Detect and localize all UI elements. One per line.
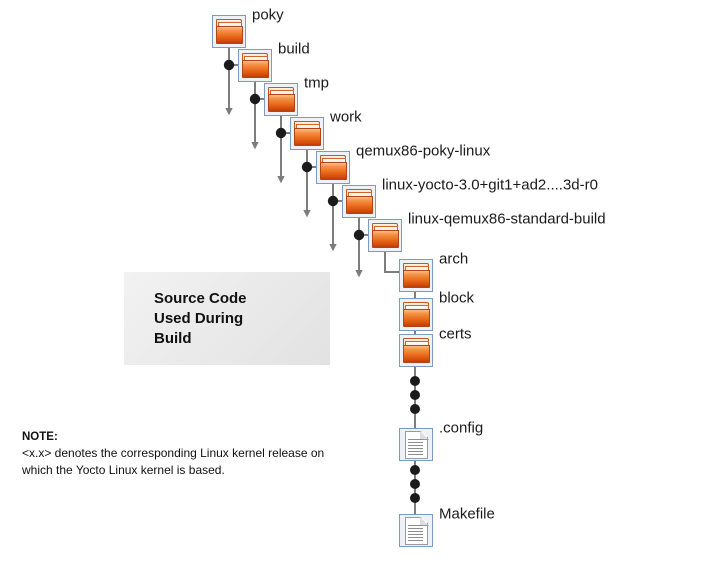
callout-line-1: Source Code bbox=[154, 289, 247, 307]
tree-node-label: Makefile bbox=[439, 505, 495, 523]
tree-node-label: poky bbox=[252, 6, 284, 24]
folder-icon bbox=[238, 49, 272, 82]
note-line-2: which the Yocto Linux kernel is based. bbox=[22, 463, 225, 477]
tree-node-label: linux-yocto-3.0+git1+ad2....3d-r0 bbox=[382, 176, 598, 194]
callout-line-3: Build bbox=[154, 329, 192, 347]
folder-icon bbox=[399, 259, 433, 292]
tree-node-label: block bbox=[439, 289, 475, 307]
folder-icon bbox=[290, 117, 324, 150]
callout-line-2: Used During bbox=[154, 309, 244, 327]
source-code-callout: Source Code Used During Build bbox=[124, 272, 330, 365]
tree-node-label: linux-qemux86-standard-build bbox=[408, 210, 606, 228]
tree-node-label: work bbox=[330, 108, 362, 126]
folder-icon bbox=[316, 151, 350, 184]
document-icon bbox=[399, 428, 433, 461]
folder-icon bbox=[399, 334, 433, 367]
folder-icon bbox=[368, 219, 402, 252]
tree-node-label: certs bbox=[439, 325, 472, 343]
note-line-1: <x.x> denotes the corresponding Linux ke… bbox=[22, 446, 325, 460]
folder-icon bbox=[212, 15, 246, 48]
folder-icon bbox=[342, 185, 376, 218]
tree-node-label: .config bbox=[439, 419, 484, 437]
folder-icon bbox=[399, 298, 433, 331]
tree-node-label: tmp bbox=[304, 74, 330, 92]
note-title: NOTE: bbox=[22, 431, 58, 443]
tree-node-label: build bbox=[278, 40, 310, 58]
document-icon bbox=[399, 514, 433, 547]
folder-icon bbox=[264, 83, 298, 116]
tree-node-label: qemux86-poky-linux bbox=[356, 142, 491, 160]
note-block: NOTE: <x.x> denotes the corresponding Li… bbox=[22, 430, 382, 479]
tree-node-label: arch bbox=[439, 250, 469, 268]
